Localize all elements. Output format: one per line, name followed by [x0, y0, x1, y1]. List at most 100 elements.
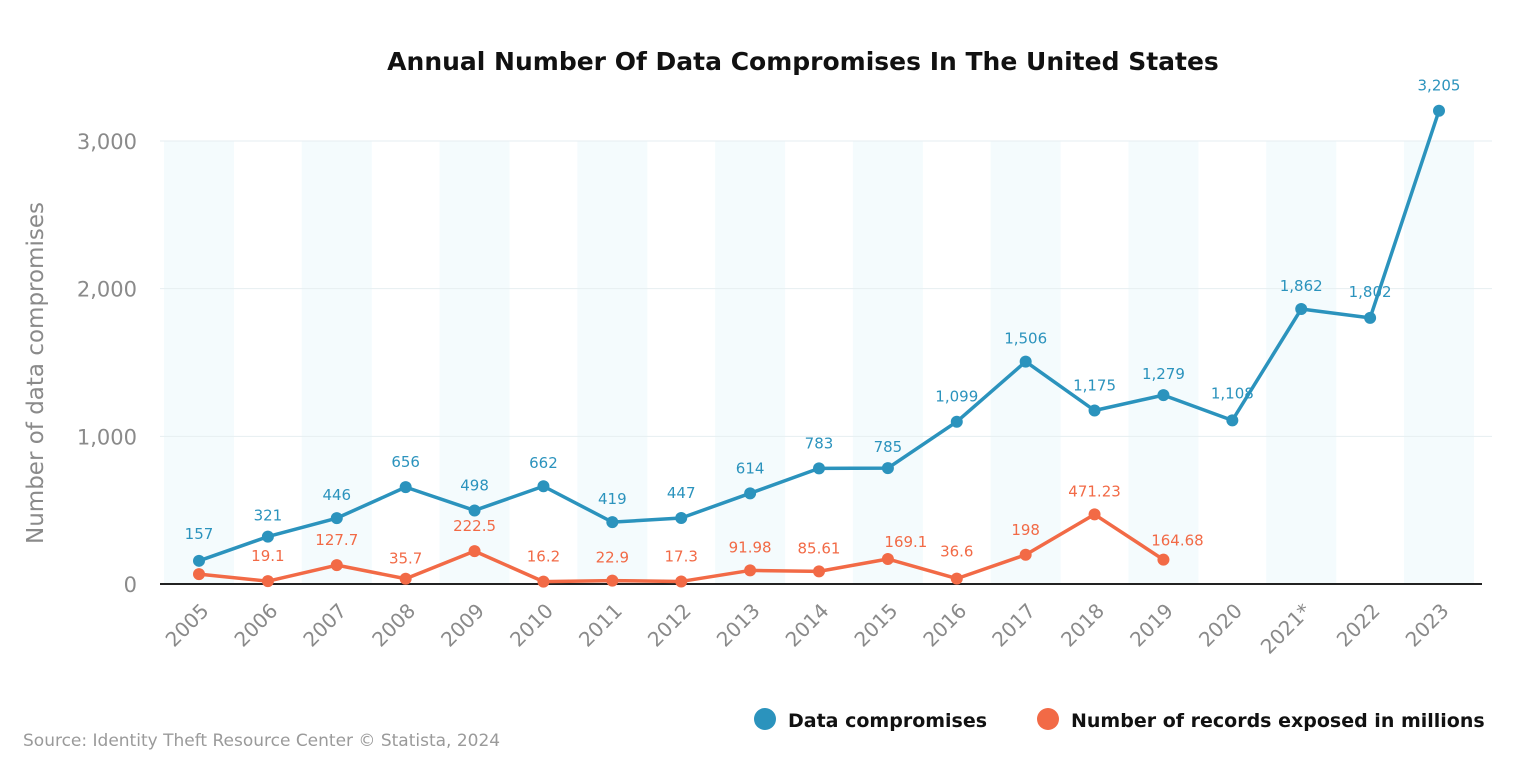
- data-label: 36.6: [940, 543, 973, 561]
- data-label: 198: [1011, 521, 1040, 539]
- data-label: 447: [667, 484, 696, 502]
- data-label: 1,802: [1349, 283, 1392, 301]
- x-tick-label: 2007: [298, 599, 351, 652]
- data-label: 157: [185, 525, 214, 543]
- data-label: 222.5: [453, 517, 496, 535]
- data-point: [675, 575, 688, 588]
- data-point: [606, 574, 619, 587]
- data-label: 3,205: [1418, 77, 1461, 95]
- data-point: [1226, 414, 1239, 427]
- x-tick-label: 2019: [1125, 599, 1178, 652]
- data-label: 1,279: [1142, 365, 1185, 383]
- y-axis-ticks: 0 1,000 2,000 3,000: [77, 130, 137, 597]
- x-tick-label: 2005: [161, 599, 214, 652]
- data-label: 91.98: [729, 538, 772, 556]
- data-point: [881, 553, 894, 566]
- data-label: 164.68: [1151, 532, 1204, 550]
- data-label: 321: [254, 507, 283, 525]
- data-point: [813, 565, 825, 578]
- x-tick-label: 2012: [643, 599, 696, 652]
- x-tick-label: 2016: [918, 599, 971, 652]
- data-point: [1019, 355, 1032, 368]
- data-point: [1088, 404, 1101, 417]
- y-axis-label: Number of data compromises: [23, 202, 49, 544]
- data-point: [193, 568, 205, 581]
- x-tick-label: 2009: [436, 599, 489, 652]
- data-point: [1088, 508, 1101, 521]
- data-point: [1433, 104, 1445, 117]
- data-label: 1,175: [1073, 376, 1116, 394]
- data-label: 1,506: [1004, 330, 1047, 348]
- x-tick-label: 2018: [1056, 599, 1109, 652]
- x-tick-label: 2022: [1332, 599, 1385, 652]
- data-label: 783: [805, 434, 834, 452]
- data-label: 16.2: [527, 548, 560, 566]
- y-tick-label: 0: [124, 573, 137, 597]
- legend-marker-data-compromises: [754, 708, 776, 730]
- x-tick-label: 2010: [505, 599, 558, 652]
- category-band: [852, 141, 923, 584]
- data-label: 662: [529, 454, 558, 472]
- data-label: 1,862: [1280, 277, 1323, 295]
- y-tick-label: 1,000: [77, 425, 137, 449]
- x-tick-label: 2015: [849, 599, 902, 652]
- legend-label-data-compromises: Data compromises: [788, 710, 987, 732]
- chart-title: Annual Number Of Data Compromises In The…: [387, 47, 1219, 76]
- x-tick-label: 2008: [367, 599, 420, 652]
- legend-label-records-exposed: Number of records exposed in millions: [1071, 710, 1485, 732]
- x-tick-label: 2023: [1401, 599, 1454, 652]
- data-point: [330, 559, 343, 572]
- data-label: 785: [874, 438, 903, 456]
- category-band: [1128, 141, 1199, 584]
- source-note: Source: Identity Theft Resource Center ©…: [23, 731, 500, 751]
- data-point: [744, 487, 757, 500]
- series-line: [198, 110, 1441, 563]
- legend: Data compromises Number of records expos…: [754, 708, 1485, 732]
- x-tick-label: 2013: [712, 599, 765, 652]
- x-tick-label: 2017: [987, 599, 1040, 652]
- data-point: [1157, 553, 1170, 566]
- y-tick-label: 2,000: [77, 278, 137, 302]
- data-label: 169.1: [884, 533, 927, 551]
- data-label: 35.7: [389, 550, 422, 568]
- data-point: [399, 572, 412, 585]
- category-band: [1266, 141, 1337, 584]
- y-tick-label: 3,000: [77, 130, 137, 154]
- category-band: [164, 141, 234, 584]
- data-point: [537, 575, 550, 588]
- data-label: 19.1: [251, 547, 284, 565]
- data-label: 1,099: [935, 388, 978, 406]
- data-label: 614: [736, 459, 765, 477]
- data-label: 85.61: [798, 539, 841, 557]
- category-band: [301, 141, 372, 584]
- data-point: [813, 462, 825, 475]
- data-point: [881, 462, 894, 475]
- category-bands: [164, 141, 1474, 584]
- x-axis-ticks: 2005 2006 2007 2008 2009 2010 2011 2012 2013 2014…: [161, 599, 1454, 659]
- data-point: [675, 511, 688, 524]
- gridlines: [160, 140, 1492, 437]
- data-point: [1295, 303, 1308, 316]
- series-records-exposed: 19.1 127.7 35.7 222.5 16.2 22.9 17.3 91.98 85.61…: [193, 482, 1204, 588]
- data-label: 17.3: [665, 547, 698, 565]
- data-point: [261, 530, 274, 543]
- data-label: 1,108: [1211, 384, 1254, 402]
- x-tick-label: 2021*: [1256, 599, 1316, 659]
- data-point: [468, 504, 481, 517]
- data-label: 656: [391, 453, 420, 471]
- data-point: [950, 572, 963, 585]
- data-point: [468, 545, 481, 558]
- x-tick-label: 2006: [229, 599, 282, 652]
- data-point: [330, 512, 343, 525]
- x-tick-label: 2020: [1194, 599, 1247, 652]
- data-label: 498: [460, 476, 489, 494]
- data-point: [1364, 311, 1377, 324]
- data-point: [1019, 548, 1032, 561]
- category-band: [1404, 141, 1474, 584]
- data-label: 446: [322, 486, 351, 504]
- series: 157 321 446 656 498 662 419 447 614 783 785 1,099 1,…: [185, 77, 1461, 588]
- data-point: [261, 575, 274, 588]
- data-label: 419: [598, 490, 627, 508]
- data-label: 471.23: [1068, 482, 1121, 500]
